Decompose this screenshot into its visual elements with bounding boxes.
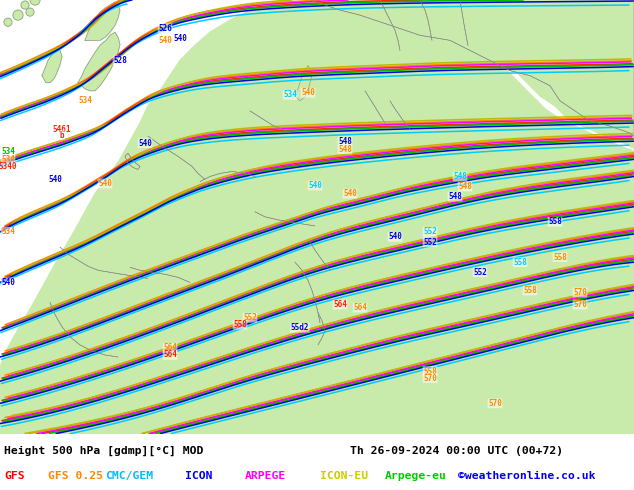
Text: 5461: 5461: [53, 124, 71, 134]
Polygon shape: [295, 66, 312, 101]
Text: 534: 534: [1, 155, 15, 164]
Text: 564: 564: [353, 303, 367, 312]
Circle shape: [30, 0, 40, 5]
Text: b: b: [60, 131, 64, 140]
Text: 548: 548: [338, 145, 352, 154]
Text: 540: 540: [98, 179, 112, 188]
Polygon shape: [500, 0, 634, 146]
Text: 534: 534: [283, 90, 297, 99]
Text: 548: 548: [338, 137, 352, 146]
Text: ©weatheronline.co.uk: ©weatheronline.co.uk: [458, 471, 595, 481]
Text: 558: 558: [233, 320, 247, 329]
Text: 570: 570: [573, 300, 587, 309]
Polygon shape: [0, 0, 634, 434]
Text: ARPEGE: ARPEGE: [245, 471, 286, 481]
Text: 558: 558: [513, 258, 527, 267]
Text: 540: 540: [343, 189, 357, 198]
Polygon shape: [440, 0, 634, 148]
Circle shape: [26, 8, 34, 16]
Text: Height 500 hPa [gdmp][°C] MOD: Height 500 hPa [gdmp][°C] MOD: [4, 446, 204, 456]
Text: GFS 0.25: GFS 0.25: [48, 471, 103, 481]
Text: 540: 540: [173, 34, 187, 43]
Polygon shape: [42, 49, 62, 83]
Text: CMC/GEM: CMC/GEM: [105, 471, 153, 481]
Text: 570: 570: [488, 399, 502, 408]
Circle shape: [4, 18, 12, 26]
Polygon shape: [85, 2, 120, 40]
Text: 558: 558: [548, 218, 562, 226]
Text: 558: 558: [553, 253, 567, 262]
Circle shape: [13, 10, 23, 20]
Text: 55d2: 55d2: [291, 323, 309, 332]
Text: 548: 548: [453, 172, 467, 181]
Text: 564: 564: [163, 350, 177, 360]
Text: 552: 552: [423, 227, 437, 237]
Text: 548: 548: [448, 192, 462, 201]
Text: 540: 540: [301, 88, 315, 98]
Text: 540: 540: [1, 278, 15, 287]
Text: 540: 540: [308, 181, 322, 190]
Text: Arpege-eu: Arpege-eu: [385, 471, 447, 481]
Text: 558: 558: [423, 367, 437, 376]
Text: 548: 548: [458, 182, 472, 191]
Text: 564: 564: [163, 343, 177, 352]
Text: 534: 534: [78, 97, 92, 105]
Text: 552: 552: [423, 238, 437, 246]
Text: Th 26-09-2024 00:00 UTC (00+72): Th 26-09-2024 00:00 UTC (00+72): [350, 446, 563, 456]
Text: 528: 528: [113, 56, 127, 65]
Circle shape: [21, 1, 29, 9]
Text: 540: 540: [48, 175, 62, 184]
Text: 5340: 5340: [0, 162, 17, 171]
Text: GFS: GFS: [4, 471, 25, 481]
Polygon shape: [78, 32, 120, 91]
Text: 570: 570: [423, 374, 437, 383]
Text: 526: 526: [158, 24, 172, 33]
Text: 540: 540: [388, 232, 402, 242]
Text: 552: 552: [473, 268, 487, 277]
Text: 564: 564: [333, 300, 347, 309]
Text: 540: 540: [138, 139, 152, 147]
Text: 540: 540: [158, 36, 172, 45]
Text: 558: 558: [523, 286, 537, 295]
Polygon shape: [310, 0, 634, 136]
Text: 534: 534: [1, 227, 15, 237]
Text: ICON-EU: ICON-EU: [320, 471, 368, 481]
Text: 552: 552: [243, 313, 257, 322]
Text: 534: 534: [1, 147, 15, 156]
Text: 570: 570: [573, 288, 587, 297]
Text: ICON: ICON: [185, 471, 212, 481]
